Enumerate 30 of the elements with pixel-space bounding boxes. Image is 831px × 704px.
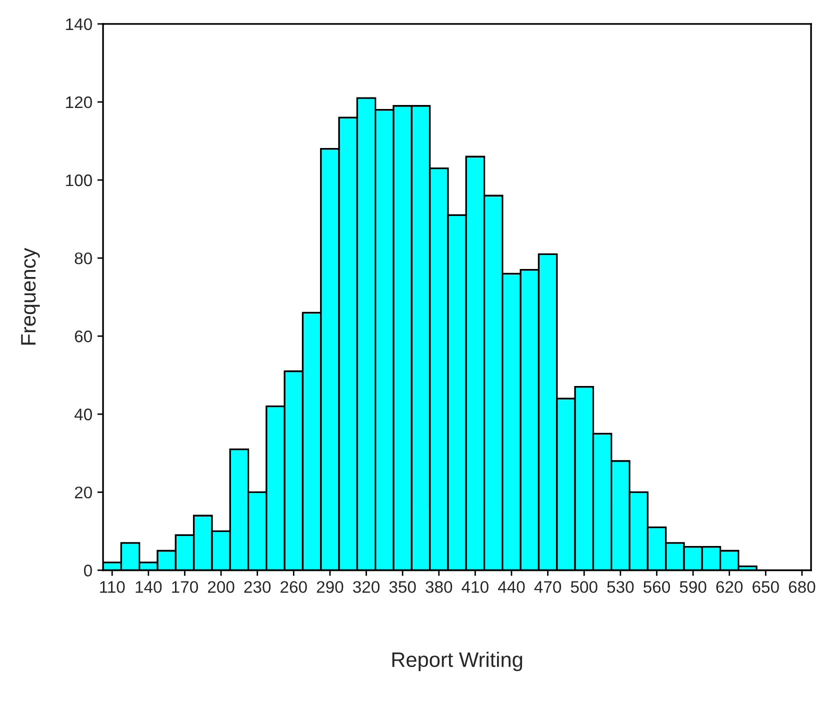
x-tick-label: 230 <box>244 581 271 593</box>
x-tick-label: 110 <box>100 581 125 593</box>
x-tick-label: 470 <box>534 581 562 593</box>
y-tick-label: 60 <box>74 330 92 342</box>
x-tick-label: 560 <box>644 581 670 593</box>
y-tick-label: 100 <box>66 174 92 186</box>
x-tick-label: 620 <box>716 581 743 593</box>
x-tick-label: 410 <box>462 581 488 593</box>
x-tick-label: 440 <box>498 581 525 593</box>
y-tick-label: 40 <box>74 408 92 420</box>
y-tick-label: 140 <box>66 18 92 30</box>
x-tick-label: 200 <box>208 581 234 593</box>
x-tick-label: 140 <box>136 581 162 593</box>
x-tick-label: 590 <box>680 581 706 593</box>
x-tick-label: 170 <box>172 581 198 593</box>
x-tick-label: 350 <box>389 581 416 593</box>
x-tick-label: 260 <box>280 581 307 593</box>
x-tick-label: 380 <box>426 581 452 593</box>
y-tick-label: 120 <box>66 96 92 108</box>
x-tick-label: 320 <box>353 581 380 593</box>
x-tick-label: 530 <box>607 581 634 593</box>
y-tick-label: 20 <box>74 486 92 498</box>
x-axis-title: Report Writing <box>392 652 522 672</box>
x-tick-label: 290 <box>316 581 344 593</box>
y-tick-label: 0 <box>84 564 92 576</box>
x-tick-label: 650 <box>752 581 779 593</box>
x-tick-label: 500 <box>570 581 598 593</box>
y-tick-label: 80 <box>74 252 92 264</box>
y-axis-title: Frequency <box>21 248 40 345</box>
x-tick-label: 680 <box>788 581 816 593</box>
